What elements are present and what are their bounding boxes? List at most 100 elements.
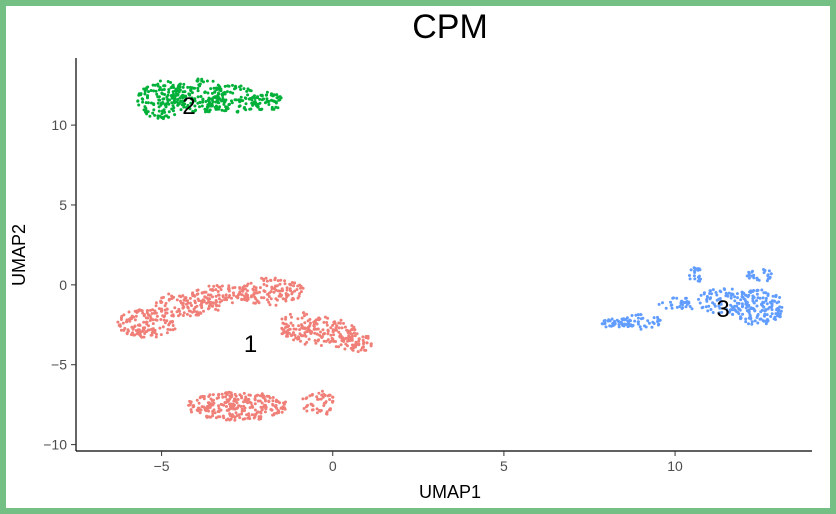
cluster-2-point [188,85,192,89]
cluster-1-point [153,309,157,313]
cluster-3-point [747,276,751,280]
cluster-3-point [620,317,624,321]
cluster-1-point [259,405,263,409]
cluster-1-point [127,310,131,314]
cluster-3-point [690,307,694,311]
cluster-1-point [264,276,268,280]
cluster-2-point [167,90,171,94]
cluster-1-point [274,404,278,407]
cluster-1-point [288,282,292,286]
cluster-1-point [225,405,228,408]
cluster-1-point [310,392,314,396]
cluster-1-point [157,307,161,311]
cluster-1-point [216,393,220,397]
cluster-1-point [315,407,319,411]
cluster-1-label: 1 [244,331,257,358]
cluster-2-point [178,85,182,89]
cluster-3-point [698,279,702,283]
cluster-2-point [193,104,197,108]
cluster-1-point [173,306,177,310]
cluster-1-point [253,408,257,412]
cluster-2-point [206,105,210,109]
cluster-1-point [342,321,345,325]
cluster-3-point [751,297,755,300]
cluster-3-point [718,297,722,300]
cluster-1-point [312,320,316,324]
cluster-2-point [162,108,166,112]
cluster-1-point [184,296,188,300]
cluster-2-point [196,89,200,93]
cluster-1-point [147,324,150,328]
cluster-1-point [143,332,147,335]
cluster-1-point [276,279,280,283]
cluster-1-point [190,410,193,414]
cluster-3-point [764,296,768,300]
cluster-1-point [259,411,263,415]
cluster-1-point [140,335,144,339]
cluster-1-point [162,295,165,299]
cluster-3-point [744,293,747,297]
y-tick-label: −10 [43,437,67,453]
cluster-2-point [182,94,186,98]
cluster-1-point [326,394,330,398]
cluster-2-point [245,89,249,93]
cluster-1-point [345,328,349,332]
cluster-1-point [151,308,155,312]
cluster-1-point [232,399,236,403]
cluster-1-point [168,328,172,332]
cluster-3-point [771,294,775,298]
cluster-3-point [657,302,661,306]
cluster-1-point [197,401,201,405]
cluster-2-point [183,90,187,94]
cluster-1-point [211,411,215,415]
cluster-3-point [739,317,742,321]
cluster-3-point [626,321,630,325]
cluster-1-point [339,318,343,322]
cluster-3-point [604,325,608,329]
cluster-1-point [313,331,317,335]
cluster-1-point [354,342,358,346]
cluster-3-point [680,307,684,310]
cluster-1-point [329,333,333,337]
cluster-2-point [152,108,156,112]
cluster-3-point [720,310,724,314]
x-tick-label: 10 [667,458,683,474]
cluster-1-point [258,399,262,403]
cluster-2-point [176,103,180,107]
cluster-2-point [189,101,193,105]
cluster-2-point [243,96,247,100]
cluster-2-point [191,109,195,113]
cluster-3-point [652,322,656,325]
cluster-2-point [179,108,183,112]
cluster-3-point [613,322,617,325]
cluster-1-point [281,321,285,325]
cluster-3-point [600,322,604,326]
cluster-2-point [272,107,276,111]
cluster-2-point [151,111,155,115]
cluster-1-point [214,303,218,307]
cluster-1-point [331,395,335,399]
cluster-1-point [230,296,233,300]
cluster-1-point [229,395,233,399]
cluster-1-point [357,337,361,341]
cluster-1-point [221,395,225,399]
cluster-2-point [256,95,259,99]
cluster-1-point [284,400,287,404]
cluster-1-point [290,281,294,284]
cluster-1-point [137,330,141,334]
cluster-2-point [221,92,225,96]
cluster-3-point [720,299,723,303]
cluster-1-point [326,332,330,336]
cluster-2-point [166,102,170,105]
cluster-1-point [301,397,305,401]
cluster-3-point [750,270,754,274]
cluster-1-point [340,326,344,330]
cluster-1-point [154,335,158,339]
cluster-1-point [168,322,171,325]
cluster-1-point [205,296,209,300]
cluster-1-point [212,401,216,405]
cluster-2-point [146,101,150,105]
cluster-3-point [778,296,782,299]
cluster-1-point [265,279,269,283]
